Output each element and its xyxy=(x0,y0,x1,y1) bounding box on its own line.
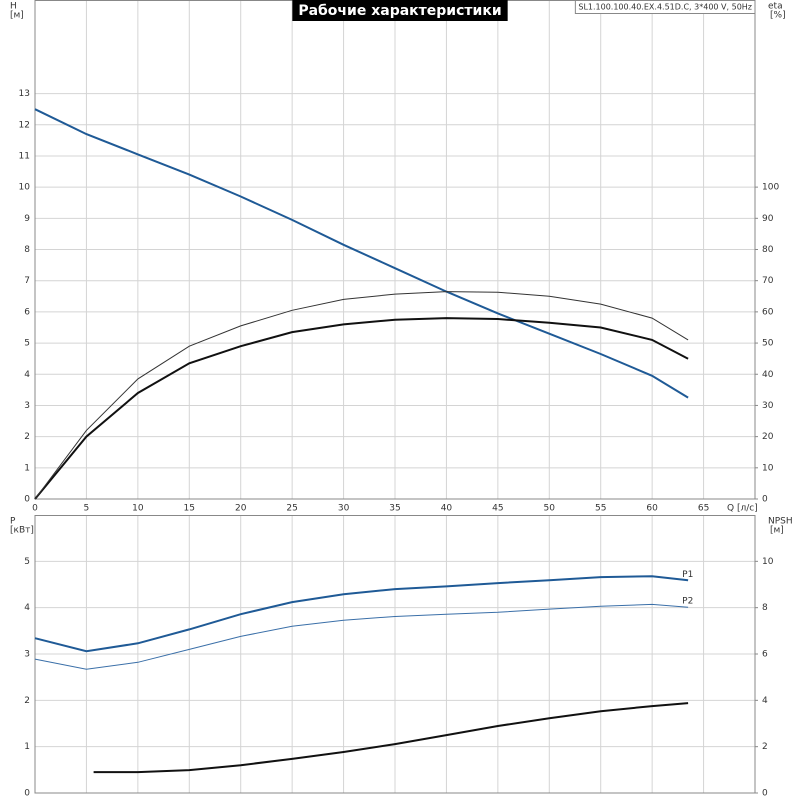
y2-tick-label: 10 xyxy=(762,463,774,473)
model-box xyxy=(574,0,756,14)
y2-tick-label: 8 xyxy=(762,603,768,613)
y-tick-label: 5 xyxy=(24,557,30,567)
curve xyxy=(34,603,689,670)
y-tick-label: 1 xyxy=(24,463,30,473)
y-tick-label: 11 xyxy=(19,151,30,161)
y-tick-label: 6 xyxy=(24,307,30,317)
chart-title: Рабочие характеристики xyxy=(298,3,501,19)
y2-tick-label: 6 xyxy=(762,650,768,660)
y2-tick-label: 80 xyxy=(762,245,774,255)
y-axis-label: P xyxy=(10,517,16,527)
y-tick-label: 2 xyxy=(24,696,30,706)
y-tick-label: 1 xyxy=(24,742,30,752)
y2-tick-label: 0 xyxy=(762,789,768,799)
y-tick-label: 12 xyxy=(19,120,30,130)
y2-tick-label: 40 xyxy=(762,370,774,380)
x-tick-label: 30 xyxy=(338,504,350,514)
x-tick-label: 15 xyxy=(184,504,195,514)
y2-tick-label: 2 xyxy=(762,742,768,752)
x-tick-label: 50 xyxy=(544,504,556,514)
y-axis-label: H xyxy=(10,2,17,12)
y-tick-label: 2 xyxy=(24,432,30,442)
y-tick-label: 10 xyxy=(19,183,31,193)
x-tick-label: 60 xyxy=(646,504,658,514)
y2-tick-label: 70 xyxy=(762,276,774,286)
y2-tick-label: 4 xyxy=(762,696,768,706)
x-tick-label: 5 xyxy=(84,504,90,514)
y-tick-label: 8 xyxy=(24,245,30,255)
y2-tick-label: 100 xyxy=(762,183,779,193)
x-tick-label: 40 xyxy=(441,504,453,514)
x-tick-label: 0 xyxy=(32,504,38,514)
y2-tick-label: 0 xyxy=(762,495,768,505)
model-label: SL1.100.100.40.EX.4.51D.C, 3*400 V, 50Hz xyxy=(578,3,752,12)
curve xyxy=(34,108,689,399)
curve xyxy=(34,317,689,500)
y2-tick-label: 90 xyxy=(762,214,774,224)
y2-tick-label: 20 xyxy=(762,432,774,442)
y-tick-label: 0 xyxy=(24,789,30,799)
y2-tick-label: 50 xyxy=(762,339,774,349)
x-tick-label: 25 xyxy=(286,504,297,514)
y-axis-unit: [м] xyxy=(10,11,24,21)
y2-axis-unit: [%] xyxy=(770,11,786,21)
x-tick-label: 65 xyxy=(698,504,709,514)
x-tick-label: 35 xyxy=(389,504,400,514)
y2-tick-label: 10 xyxy=(762,557,774,567)
y-tick-label: 0 xyxy=(24,495,30,505)
y-tick-label: 3 xyxy=(24,650,30,660)
x-tick-label: 10 xyxy=(132,504,144,514)
series-label: P2 xyxy=(682,597,693,607)
y-axis-unit: [кВт] xyxy=(10,526,34,536)
x-tick-label: 20 xyxy=(235,504,247,514)
y-tick-label: 3 xyxy=(24,401,30,411)
y2-tick-label: 60 xyxy=(762,307,774,317)
y-tick-label: 7 xyxy=(24,276,30,286)
plot-frame xyxy=(34,515,756,794)
y-tick-label: 5 xyxy=(24,339,30,349)
y-tick-label: 4 xyxy=(24,603,30,613)
x-axis-label: Q [л/с] xyxy=(727,504,758,514)
y2-tick-label: 30 xyxy=(762,401,774,411)
x-tick-label: 45 xyxy=(492,504,503,514)
curve xyxy=(34,291,689,500)
y2-axis-unit: [м] xyxy=(770,526,784,536)
y2-axis-label: NPSH xyxy=(768,517,793,527)
y2-axis-label: eta xyxy=(768,2,783,12)
y-tick-label: 9 xyxy=(24,214,30,224)
y-tick-label: 13 xyxy=(19,89,30,99)
curve xyxy=(34,575,689,653)
curve xyxy=(93,702,689,774)
y-tick-label: 4 xyxy=(24,370,30,380)
series-label: P1 xyxy=(682,570,693,580)
title-box xyxy=(292,0,508,21)
x-tick-label: 55 xyxy=(595,504,606,514)
